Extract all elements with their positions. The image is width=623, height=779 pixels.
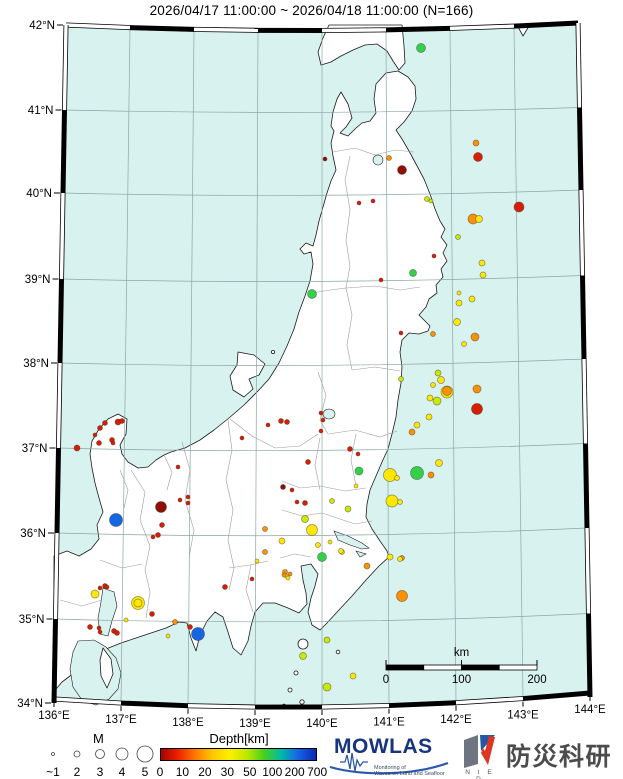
nied-name: 防災科研 [506, 742, 613, 771]
lon-label: 142°E [440, 714, 472, 726]
mowlas-logo: MOWLAS Monitoring of Waves on Land and S… [328, 735, 452, 778]
depth-legend-value: 700 [307, 765, 328, 779]
lat-label: 39°N [25, 274, 51, 286]
graticule [55, 26, 589, 708]
depth-legend-value: 30 [220, 765, 235, 779]
small-island [270, 349, 275, 354]
lon-label: 137°E [105, 714, 137, 726]
lat-label: 41°N [28, 105, 54, 117]
magnitude-circle-3 [95, 749, 105, 759]
depth-legend-value: 200 [284, 765, 305, 779]
lake-kitaura [355, 550, 367, 558]
nied-emblem-icon [464, 735, 495, 768]
depth-legend-value: 100 [262, 765, 283, 779]
lon-label: 141°E [373, 717, 405, 729]
page-title: 2026/04/17 11:00:00 ~ 2026/04/18 11:00:0… [149, 3, 474, 18]
mowlas-subtitle: Monitoring of Waves on Land and Seafloor [374, 765, 445, 777]
lat-label: 34°N [17, 698, 43, 710]
lat-label: 35°N [19, 614, 45, 626]
chita-peninsula [99, 647, 114, 689]
magnitude-legend-circles [51, 745, 154, 763]
depth-legend-value: 50 [243, 765, 257, 779]
magnitude-circle-5 [136, 745, 154, 763]
mowlas-logo-text: MOWLAS [334, 735, 433, 758]
small-island [287, 687, 293, 693]
map-frame [51, 20, 593, 710]
lon-label: 139°E [239, 718, 271, 730]
depth-legend-value: 20 [198, 765, 212, 779]
mowlas-waveform-icon [329, 752, 449, 775]
earthquake-epicenter-dots [73, 43, 525, 692]
scale-bar-tick: 100 [452, 674, 471, 686]
scale-bar-tick: 200 [527, 674, 546, 686]
magnitude-legend-value: ~1 [46, 765, 60, 779]
hokkaido-oshima-coastline [317, 24, 406, 71]
small-island [335, 649, 341, 655]
lon-label: 140°E [306, 718, 338, 730]
depth-legend-value: 10 [175, 765, 190, 779]
depth-legend-label: Depth[km] [209, 731, 269, 746]
depth-colorbar [160, 748, 317, 761]
lon-label: 144°E [574, 704, 606, 716]
magnitude-circle-2 [73, 750, 81, 758]
lat-label: 36°N [20, 528, 46, 540]
prefecture-borders [59, 147, 421, 619]
mowlas-subtitle-line2: Waves on Land and Seafloor [374, 771, 445, 777]
small-island [293, 670, 299, 676]
scale-bar-unit: km [454, 647, 469, 659]
lake-biwa [97, 587, 118, 637]
magnitude-circle-4 [115, 747, 129, 761]
magnitude-legend-value: 2 [73, 765, 81, 779]
magnitude-circle-1 [51, 752, 55, 756]
magnitude-legend-label: M [93, 731, 104, 746]
scale-bar-tick: 0 [383, 674, 389, 686]
mowlas-subtitle-line1: Monitoring of [374, 765, 406, 771]
map-scale-bar: 0 100 200 km [383, 647, 547, 686]
lakes-and-bays [69, 154, 384, 706]
lat-label: 40°N [26, 188, 52, 200]
lake-inawashiro [322, 408, 336, 420]
magnitude-legend-value: 3 [96, 765, 104, 779]
lon-label: 143°E [507, 710, 539, 722]
izu-oshima-island [297, 638, 309, 650]
axis-labels: 42°N 41°N 40°N 39°N 38°N 37°N 36°N 35°N 34°N136°… [17, 20, 606, 730]
lat-label: 37°N [22, 443, 48, 455]
lat-label: 38°N [23, 358, 49, 370]
small-island [299, 699, 305, 705]
magnitude-legend-value: 5 [141, 765, 149, 779]
nied-acronym: N I E D [465, 769, 495, 779]
nied-logo: N I E D 防災科研 [460, 733, 622, 779]
depth-legend-value: 0 [156, 765, 164, 779]
magnitude-legend-value: 4 [118, 765, 126, 779]
lake-towada [372, 154, 384, 166]
lon-label: 138°E [172, 717, 204, 729]
lat-label: 42°N [29, 20, 55, 32]
lon-label: 136°E [38, 710, 70, 722]
